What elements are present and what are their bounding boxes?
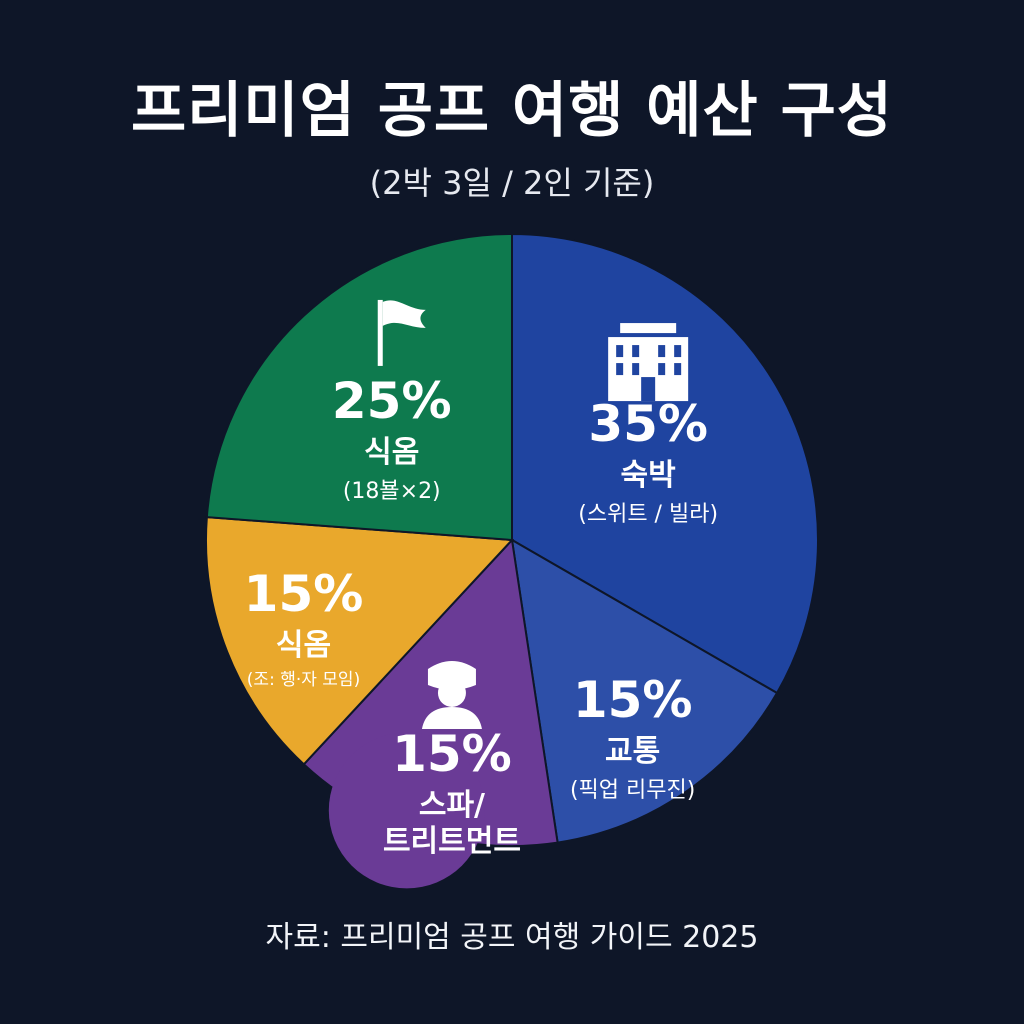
slice-label: 식옴 <box>364 435 419 470</box>
pie-slice-bulge <box>328 732 485 889</box>
slice-label: 교통 <box>605 734 660 769</box>
slice-sublabel: (픽업 리무진) <box>570 778 695 803</box>
slice-value-label: 35% <box>588 395 708 453</box>
pie-slice <box>205 516 515 766</box>
slice-value-label: 15% <box>244 565 364 623</box>
spa-person-icon <box>421 661 482 730</box>
slice-label-line2: 트리트먼트 <box>383 824 521 859</box>
slice-label: 식옴 <box>276 628 331 663</box>
chart-subtitle: (2박 3일 / 2인 기준) <box>369 164 655 202</box>
slice-sublabel: (18뵬×2) <box>343 479 441 504</box>
hotel-icon <box>608 323 689 402</box>
pie-slice <box>205 232 513 542</box>
slice-value-label: 15% <box>392 725 512 783</box>
pie-slice <box>510 538 779 844</box>
slice-sublabel: (조: 행·자 모임) <box>247 670 360 690</box>
slice-label: 스파/ <box>419 788 485 823</box>
slice-label: 숙박 <box>621 458 677 493</box>
slice-value-label: 25% <box>332 372 452 430</box>
slice-value-label: 15% <box>573 671 693 729</box>
slice-sublabel: (스위트 / 빌라) <box>578 502 718 527</box>
golf-flag-icon <box>377 299 426 366</box>
chart-title: 프리미엄 공프 여행 예산 구성 <box>131 76 893 146</box>
source-note: 자료: 프리미엄 공프 여행 가이드 2025 <box>265 920 759 955</box>
pie-slice <box>511 232 819 695</box>
